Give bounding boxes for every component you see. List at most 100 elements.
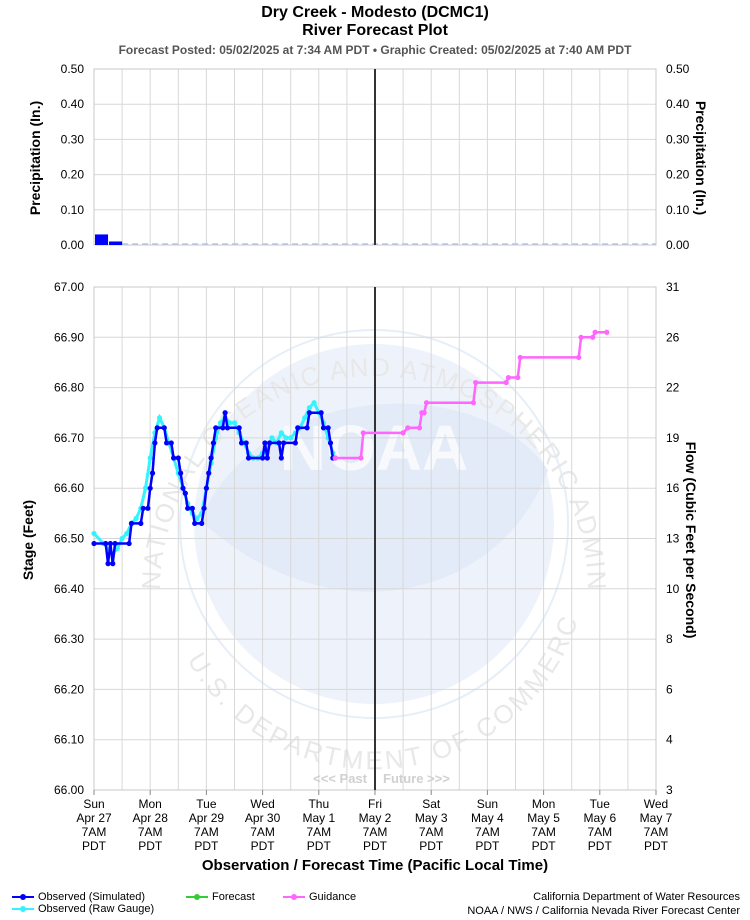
legend-item-observed-simulated: Observed (Simulated) — [12, 891, 145, 903]
series-point-observed-simulated — [236, 425, 242, 431]
series-point-guidance — [423, 400, 430, 406]
legend-item-forecast: Forecast — [186, 891, 255, 903]
series-point-observed-simulated — [281, 440, 287, 446]
legend-item-guidance: Guidance — [283, 891, 356, 903]
past-label: <<< Past — [313, 771, 368, 786]
series-point-observed-simulated — [189, 505, 195, 511]
series-point-guidance — [592, 329, 598, 335]
series-point-observed-raw-gauge — [194, 515, 200, 521]
series-point-observed-simulated — [105, 561, 111, 567]
flow-ytick-right: 3 — [666, 783, 673, 797]
series-point-guidance — [517, 354, 523, 361]
legend-swatch-observed-simulated — [12, 894, 34, 901]
precip-ytick-right: 0.40 — [666, 97, 690, 111]
legend-label-guidance: Guidance — [309, 891, 357, 903]
series-point-observed-simulated — [154, 425, 160, 431]
series-point-observed-simulated — [262, 440, 268, 446]
x-axis-title: Observation / Forecast Time (Pacific Loc… — [202, 857, 548, 874]
series-point-guidance — [473, 379, 479, 386]
precip-ytick-left: 0.00 — [61, 238, 85, 252]
series-point-observed-simulated — [128, 520, 135, 527]
series-point-observed-simulated — [178, 470, 184, 476]
flow-ytick-right: 10 — [666, 582, 680, 596]
series-point-observed-simulated — [175, 455, 181, 461]
future-label: Future >>> — [383, 771, 450, 786]
xtick-label: Thu May 1 7AM PDT — [302, 797, 335, 853]
series-point-observed-simulated — [208, 455, 214, 461]
series-point-observed-raw-gauge — [302, 415, 308, 421]
series-point-guidance — [332, 455, 338, 461]
series-point-guidance — [578, 334, 584, 340]
series-point-guidance — [416, 425, 423, 431]
precip-ytick-left: 0.10 — [61, 203, 85, 217]
series-point-observed-simulated — [180, 485, 186, 491]
series-point-observed-simulated — [213, 425, 219, 431]
precip-ytick-right: 0.20 — [666, 168, 690, 182]
series-point-observed-simulated — [276, 440, 282, 446]
series-point-observed-simulated — [304, 425, 310, 431]
legend-swatch-observed-raw — [12, 906, 34, 913]
xtick-label: Wed Apr 30 7AM PDT — [245, 797, 281, 853]
series-point-observed-simulated — [103, 540, 109, 547]
stage-ylabel-left: Stage (Feet) — [20, 500, 36, 580]
series-point-observed-raw-gauge — [124, 530, 130, 537]
series-point-observed-simulated — [126, 540, 132, 547]
stage-ytick-left: 67.00 — [54, 280, 84, 294]
stage-ytick-left: 66.50 — [54, 532, 84, 546]
credits-cnrfc: NOAA / NWS / California Nevada River For… — [467, 905, 740, 917]
flow-ytick-right: 6 — [666, 682, 673, 696]
legend-label-observed-simulated: Observed (Simulated) — [38, 891, 145, 903]
flow-ytick-right: 31 — [666, 280, 680, 294]
series-point-observed-simulated — [185, 505, 191, 511]
series-point-observed-simulated — [182, 490, 188, 496]
series-point-observed-simulated — [292, 440, 298, 446]
credits-dwr: California Department of Water Resources — [533, 891, 740, 903]
flow-ytick-right: 4 — [666, 733, 673, 747]
legend-item-observed-raw: Observed (Raw Gauge) — [12, 903, 154, 915]
chart-subtitle: River Forecast Plot — [302, 22, 448, 39]
series-point-observed-raw-gauge — [147, 455, 153, 461]
series-point-observed-raw-gauge — [283, 435, 289, 441]
series-point-observed-raw-gauge — [288, 435, 294, 441]
title-block: Dry Creek - Modesto (DCMC1) River Foreca… — [0, 4, 750, 57]
series-point-observed-simulated — [245, 455, 252, 461]
series-point-observed-simulated — [320, 425, 327, 431]
credits: California Department of Water Resources… — [467, 890, 740, 918]
series-point-observed-simulated — [267, 440, 273, 446]
stage-ytick-left: 66.30 — [54, 632, 84, 646]
series-point-observed-raw-gauge — [91, 530, 97, 537]
flow-ytick-right: 22 — [666, 381, 680, 395]
series-point-observed-simulated — [220, 425, 226, 431]
series-point-observed-raw-gauge — [217, 420, 224, 426]
series-point-observed-raw-gauge — [227, 420, 233, 426]
stage-ytick-left: 66.70 — [54, 431, 84, 445]
series-point-observed-raw-gauge — [119, 535, 125, 542]
series-point-guidance — [515, 374, 521, 381]
series-point-guidance — [470, 400, 476, 406]
legend-swatch-forecast — [186, 894, 208, 901]
series-point-guidance — [405, 425, 411, 431]
series-point-guidance — [360, 430, 366, 436]
series-point-observed-simulated — [147, 485, 153, 491]
series-point-observed-simulated — [238, 440, 245, 446]
posted-info: Forecast Posted: 05/02/2025 at 7:34 AM P… — [118, 43, 632, 57]
series-point-guidance — [358, 455, 364, 461]
series-point-observed-simulated — [278, 455, 284, 461]
series-point-observed-simulated — [264, 455, 270, 461]
series-point-observed-simulated — [107, 540, 113, 547]
precip-bar — [95, 234, 109, 245]
series-point-guidance — [590, 334, 596, 340]
series-point-observed-simulated — [203, 485, 209, 491]
precip-ytick-left: 0.40 — [61, 97, 85, 111]
series-point-observed-raw-gauge — [156, 415, 163, 421]
series-point-observed-simulated — [295, 425, 301, 431]
xtick-label: Mon Apr 28 7AM PDT — [133, 797, 169, 853]
series-point-observed-raw-gauge — [269, 435, 275, 441]
series-point-observed-simulated — [318, 410, 324, 416]
series-point-guidance — [400, 430, 406, 436]
series-point-observed-simulated — [192, 520, 198, 527]
stage-ytick-left: 66.80 — [54, 381, 84, 395]
xtick-label: Sat May 3 7AM PDT — [415, 797, 448, 853]
flow-ytick-right: 13 — [666, 532, 680, 546]
